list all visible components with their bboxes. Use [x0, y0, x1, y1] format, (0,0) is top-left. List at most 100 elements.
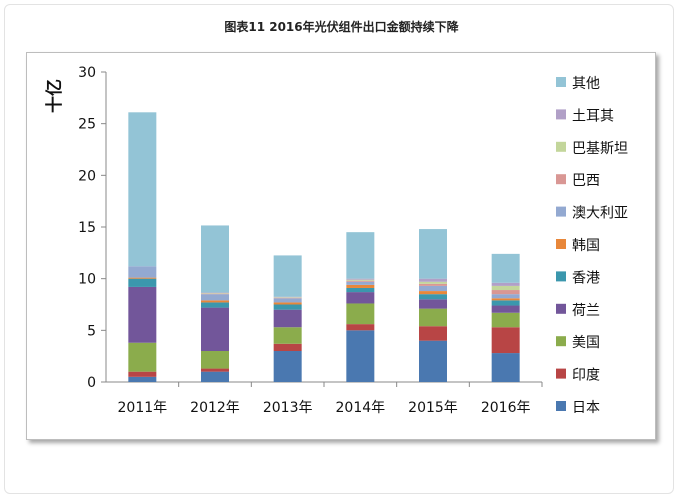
bar-segment	[491, 253, 520, 283]
bar-segment	[419, 281, 447, 284]
chart-bars	[128, 112, 520, 382]
bar-segment	[273, 297, 302, 298]
bar-segment	[491, 290, 520, 295]
bar-segment	[273, 296, 302, 298]
bar-segment	[201, 351, 229, 369]
bar-segment	[346, 292, 375, 304]
bar-segment	[419, 326, 447, 341]
x-tick-label: 2012年	[190, 400, 240, 416]
bar-segment	[346, 281, 375, 285]
y-tick-label: 10	[78, 272, 96, 288]
legend-label: 土耳其	[572, 108, 614, 124]
bar-segment	[201, 293, 229, 294]
legend-label: 巴西	[572, 173, 600, 189]
bar-segment	[128, 112, 157, 267]
legend-label: 日本	[572, 400, 600, 416]
bar-segment	[419, 229, 447, 279]
bar-segment	[201, 307, 229, 351]
bar-segment	[201, 292, 229, 294]
y-tick-label: 15	[78, 220, 96, 236]
chart-axes: 0 5 10 15 20 25 30 十亿 2011年 2012年 2013年 2014年 2015年 2…	[44, 65, 543, 416]
legend-swatch	[556, 271, 566, 282]
bar-segment	[346, 303, 375, 325]
x-tick-label: 2014年	[336, 400, 386, 416]
x-tick-label: 2011年	[118, 400, 168, 416]
legend-label: 巴基斯坦	[572, 140, 628, 157]
bar-segment	[419, 278, 447, 282]
y-tick-label: 25	[78, 117, 96, 133]
bar-segment	[273, 309, 302, 328]
bar-segment	[491, 312, 520, 328]
bar-segment	[273, 298, 302, 303]
bar-segment	[273, 304, 302, 310]
legend-swatch	[556, 174, 566, 185]
bar-segment	[346, 278, 375, 280]
bar-segment	[419, 283, 447, 286]
bar-segment	[491, 353, 520, 382]
bar-segment	[273, 302, 302, 305]
bar-segment	[346, 287, 375, 293]
bar-segment	[201, 300, 229, 303]
y-tick-label: 20	[78, 168, 96, 184]
bar-segment	[201, 294, 229, 301]
legend-label: 澳大利亚	[572, 206, 628, 222]
y-tick-label: 5	[87, 323, 96, 339]
chart-title: 图表11 2016年光伏组件出口金额持续下降	[224, 20, 459, 34]
legend-swatch	[556, 206, 566, 217]
bar-segment	[128, 371, 157, 377]
bar-segment	[346, 330, 375, 382]
y-tick-label: 0	[87, 375, 96, 391]
legend-swatch	[556, 401, 566, 411]
y-tick-label: 30	[78, 65, 96, 81]
bar-segment	[273, 343, 302, 351]
bar-segment	[419, 285, 447, 292]
bar-segment	[128, 266, 157, 278]
legend-swatch	[556, 141, 566, 152]
bar-segment	[201, 293, 229, 295]
bar-segment	[273, 327, 302, 344]
bar-segment	[128, 376, 157, 382]
bar-segment	[491, 327, 520, 354]
bar-segment	[419, 294, 447, 300]
bar-segment	[491, 285, 520, 291]
bar-segment	[491, 294, 520, 299]
bar-segment	[419, 291, 447, 295]
bar-segment	[201, 371, 229, 382]
bar-segment	[346, 280, 375, 282]
x-tick-label: 2013年	[263, 400, 313, 416]
y-axis-label: 十亿	[44, 79, 65, 113]
bar-segment	[128, 286, 157, 343]
bar-segment	[491, 298, 520, 301]
bar-segment	[201, 302, 229, 308]
legend-swatch	[556, 239, 566, 249]
bar-segment	[128, 277, 157, 279]
bar-segment	[273, 255, 302, 297]
legend-label: 美国	[572, 335, 600, 351]
legend-label: 其他	[572, 76, 600, 92]
bar-segment	[201, 368, 229, 372]
bar-segment	[346, 324, 375, 331]
bar-segment	[491, 282, 520, 286]
bar-segment	[491, 305, 520, 313]
legend-swatch	[556, 77, 566, 87]
bar-segment	[419, 308, 447, 327]
x-tick-label: 2015年	[408, 400, 458, 416]
legend-label: 香港	[572, 270, 600, 286]
bar-segment	[419, 299, 447, 309]
bar-segment	[273, 351, 302, 382]
bar-segment	[201, 225, 229, 293]
bar-segment	[346, 284, 375, 288]
bar-segment	[273, 297, 302, 299]
legend-label: 印度	[572, 368, 600, 384]
bar-segment	[346, 279, 375, 281]
bar-segment	[128, 342, 157, 372]
legend-swatch	[556, 368, 566, 379]
legend-swatch	[556, 303, 566, 314]
legend-swatch	[556, 336, 566, 347]
bar-segment	[346, 232, 375, 279]
legend-label: 荷兰	[572, 303, 600, 319]
legend-swatch	[556, 109, 566, 120]
x-tick-label: 2016年	[481, 400, 531, 416]
